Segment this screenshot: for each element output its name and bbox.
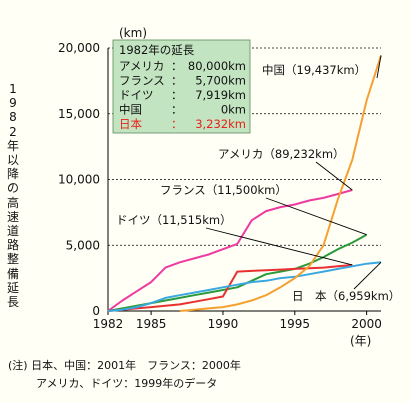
info-box-row-value: 7,919km bbox=[195, 88, 246, 102]
series-label-中国: 中国（19,437km） bbox=[262, 63, 366, 77]
y-tick-label: 20,000 bbox=[58, 41, 100, 55]
x-tick-label: 1995 bbox=[280, 317, 311, 331]
info-box-row-value: 5,700km bbox=[195, 74, 246, 88]
info-box-row-value: 3,232km bbox=[195, 117, 246, 131]
info-box-row-colon: ： bbox=[171, 74, 183, 88]
x-tick-label: 1990 bbox=[208, 317, 239, 331]
series-label-フランス: フランス（11,500km） bbox=[160, 183, 287, 197]
leader-line-フランス bbox=[265, 197, 367, 236]
footnote-line-2: アメリカ、ドイツ：1999年のデータ bbox=[36, 377, 218, 390]
y-tick-label: 5,000 bbox=[66, 238, 100, 252]
series-label-ドイツ: ドイツ（11,515km） bbox=[116, 213, 232, 227]
info-box-row-colon: ： bbox=[171, 59, 183, 73]
y-tick-label: 10,000 bbox=[58, 173, 100, 187]
y-tick-label: 15,000 bbox=[58, 107, 100, 121]
leader-line-中国 bbox=[376, 55, 382, 79]
info-box-row-colon: ： bbox=[171, 88, 183, 102]
info-box-title: 1982年の延長 bbox=[119, 43, 195, 57]
leader-line-日本 bbox=[353, 262, 382, 290]
info-box-row-label: 日本 bbox=[119, 117, 142, 131]
series-line-アメリカ bbox=[107, 189, 353, 312]
info-box-background bbox=[112, 39, 251, 134]
info-box-row-colon: ： bbox=[171, 117, 183, 131]
info-box-row-value: 0km bbox=[221, 103, 246, 117]
x-tick-label: 1982 bbox=[93, 317, 124, 331]
series-label-アメリカ: アメリカ（89,232km） bbox=[218, 147, 345, 161]
info-box-row-label: アメリカ bbox=[119, 59, 164, 73]
info-box-row-colon: ： bbox=[171, 103, 183, 117]
info-box-row-value: 80,000km bbox=[188, 59, 246, 73]
x-unit-label: (年) bbox=[350, 334, 371, 348]
info-box-row-label: フランス bbox=[119, 74, 165, 88]
series-label-日本: 日 本（6,959km） bbox=[292, 289, 400, 303]
x-tick-label: 2000 bbox=[351, 317, 382, 331]
footnote-line-1: (注) 日本、中国：2001年 フランス：2000年 bbox=[8, 359, 241, 372]
info-box-row-label: 中国 bbox=[119, 103, 142, 117]
leader-line-アメリカ bbox=[315, 161, 353, 191]
series-line-ドイツ bbox=[107, 264, 353, 312]
leader-line-ドイツ bbox=[205, 227, 353, 266]
y-tick-label: 0 bbox=[92, 304, 100, 318]
series-line-日本 bbox=[107, 261, 382, 312]
info-box-row-label: ドイツ bbox=[119, 88, 154, 102]
series-line-中国 bbox=[179, 55, 382, 312]
x-tick-label: 1985 bbox=[136, 317, 167, 331]
y-unit-label: (km) bbox=[119, 26, 147, 40]
